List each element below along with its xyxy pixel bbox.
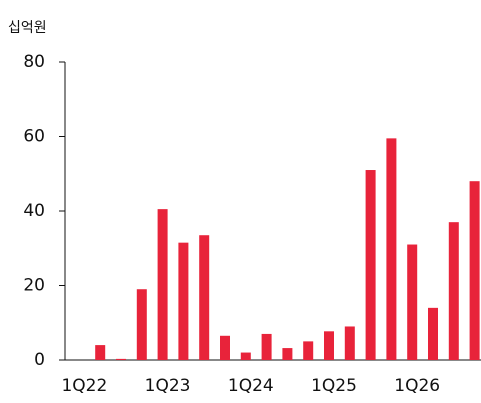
- bar: [407, 244, 418, 360]
- bar: [324, 331, 334, 360]
- bar: [344, 326, 355, 360]
- bar: [261, 333, 272, 360]
- bar: [282, 348, 293, 360]
- bar: [178, 242, 189, 360]
- bar: [365, 170, 376, 360]
- x-tick-label: 1Q23: [145, 376, 191, 396]
- bar: [116, 358, 126, 360]
- y-tick-label: 0: [34, 350, 45, 370]
- bar: [199, 235, 210, 360]
- unit-label: 십억원: [8, 20, 47, 36]
- x-tick-label: 1Q25: [311, 376, 357, 396]
- y-tick-label: 60: [23, 127, 45, 147]
- bar: [469, 181, 480, 360]
- y-tick-label: 80: [23, 52, 45, 72]
- bar: [95, 345, 106, 360]
- y-tick-label: 20: [23, 276, 45, 296]
- x-tick-label: 1Q22: [61, 376, 107, 396]
- y-tick-label: 40: [23, 201, 45, 221]
- bar: [157, 209, 168, 360]
- bar: [303, 341, 314, 360]
- bar: [428, 307, 438, 360]
- x-tick-label: 1Q26: [394, 376, 440, 396]
- bar: [136, 289, 147, 360]
- bar: [386, 138, 397, 360]
- x-tick-label: 1Q24: [228, 376, 274, 396]
- bar: [448, 222, 459, 360]
- bar: [240, 352, 251, 360]
- bar: [220, 335, 230, 360]
